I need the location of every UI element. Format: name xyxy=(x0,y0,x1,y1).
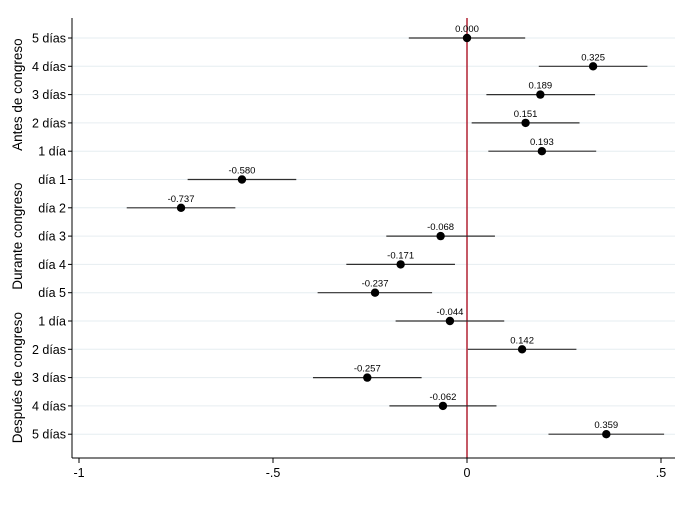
x-tick-label: -1 xyxy=(73,466,84,480)
row-label: 1 día xyxy=(38,145,66,159)
x-tick-label: -.5 xyxy=(266,466,281,480)
estimate-point xyxy=(237,175,247,184)
row-label: día 1 xyxy=(38,173,66,187)
value-labels: 0.000 0.325 0.189 0.151 0.193 -0.580 -0.737 -0.… xyxy=(168,24,619,431)
row-label: 3 días xyxy=(32,88,66,102)
group-label: Durante congreso xyxy=(10,182,25,289)
axes xyxy=(68,18,675,459)
x-ticks: -1 -.5 0 .5 xyxy=(73,458,666,480)
row-label: día 5 xyxy=(38,286,66,300)
group-labels: Antes de congreso Durante congreso Después… xyxy=(10,38,25,443)
value-label: 0.193 xyxy=(530,137,554,148)
estimate-point xyxy=(438,401,448,411)
value-label: -0.257 xyxy=(354,364,381,375)
group-label: Después de congreso xyxy=(10,312,25,443)
estimate-point xyxy=(176,203,186,212)
value-label: 0.151 xyxy=(514,109,538,120)
value-label: -0.237 xyxy=(362,279,389,290)
row-label: 5 días xyxy=(32,32,66,46)
estimate-point xyxy=(588,62,598,71)
estimate-point xyxy=(602,430,611,439)
x-tick-label: 0 xyxy=(464,466,471,480)
estimate-point xyxy=(537,147,547,156)
value-label: 0.359 xyxy=(594,420,618,431)
value-label: 0.000 xyxy=(455,24,479,35)
estimate-points xyxy=(176,33,611,439)
row-labels: 5 días 4 días 3 días 2 días 1 día día 1 día 2 d… xyxy=(32,32,66,442)
estimate-point xyxy=(436,231,445,241)
value-label: 0.142 xyxy=(510,335,534,346)
estimate-point xyxy=(536,90,545,99)
estimate-point xyxy=(370,288,380,297)
row-label: día 3 xyxy=(38,230,66,244)
row-label: día 2 xyxy=(38,201,66,215)
row-label: 5 días xyxy=(32,428,66,442)
value-label: -0.737 xyxy=(168,194,195,205)
x-tick-label: .5 xyxy=(656,466,666,480)
estimate-point xyxy=(396,260,405,269)
value-label: 0.325 xyxy=(581,52,605,63)
plot-area xyxy=(72,18,675,458)
value-label: 0.189 xyxy=(528,81,552,92)
row-label: 1 día xyxy=(38,315,66,329)
estimate-point xyxy=(363,373,372,382)
row-label: 2 días xyxy=(32,116,66,130)
value-label: -0.580 xyxy=(228,166,255,177)
estimate-point xyxy=(517,345,527,354)
estimate-point xyxy=(445,316,455,326)
row-label: día 4 xyxy=(38,258,66,272)
value-label: -0.044 xyxy=(436,307,463,318)
row-label: 3 días xyxy=(32,371,66,385)
row-label: 4 días xyxy=(32,399,66,413)
value-label: -0.068 xyxy=(427,222,454,233)
estimate-point xyxy=(462,33,472,43)
row-label: 2 días xyxy=(32,343,66,357)
value-label: -0.171 xyxy=(387,250,414,261)
row-label: 4 días xyxy=(32,60,66,74)
value-label: -0.062 xyxy=(429,392,456,403)
group-label: Antes de congreso xyxy=(10,38,25,151)
estimate-point xyxy=(521,118,530,128)
